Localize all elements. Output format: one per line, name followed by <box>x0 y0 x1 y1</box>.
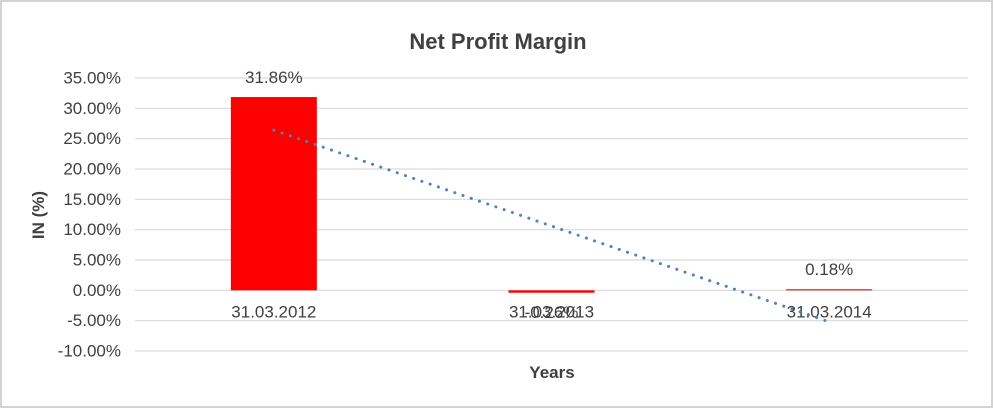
data-label: -0.26% <box>525 303 579 322</box>
bar <box>508 290 595 293</box>
bar <box>230 97 317 291</box>
category-label: 31.03.2012 <box>231 302 316 321</box>
y-tick-label: 10.00% <box>63 220 121 239</box>
data-label: 0.18% <box>805 260 853 279</box>
category-label: 31.03.2013 <box>509 302 594 321</box>
y-tick-label: 5.00% <box>73 251 121 270</box>
data-label: 31.86% <box>245 68 303 87</box>
y-tick-label: 0.00% <box>73 281 121 300</box>
y-tick-label: 25.00% <box>63 129 121 148</box>
y-tick-label: -10.00% <box>58 342 121 361</box>
y-tick-label: 35.00% <box>63 69 121 88</box>
trendline <box>272 128 831 324</box>
y-axis-title: IN (%) <box>29 191 48 239</box>
chart-title: Net Profit Margin <box>409 29 586 54</box>
category-label: 31.03.2014 <box>787 302 872 321</box>
plot-area: 35.00% 30.00% 25.00% 20.00% 15.00% 10.00% 5.00… <box>58 68 968 361</box>
y-tick-label: 30.00% <box>63 99 121 118</box>
y-tick-label: -5.00% <box>67 311 121 330</box>
y-tick-label: 15.00% <box>63 190 121 209</box>
x-axis-title: Years <box>529 363 574 382</box>
y-tick-label: 20.00% <box>63 160 121 179</box>
bar <box>786 289 873 291</box>
